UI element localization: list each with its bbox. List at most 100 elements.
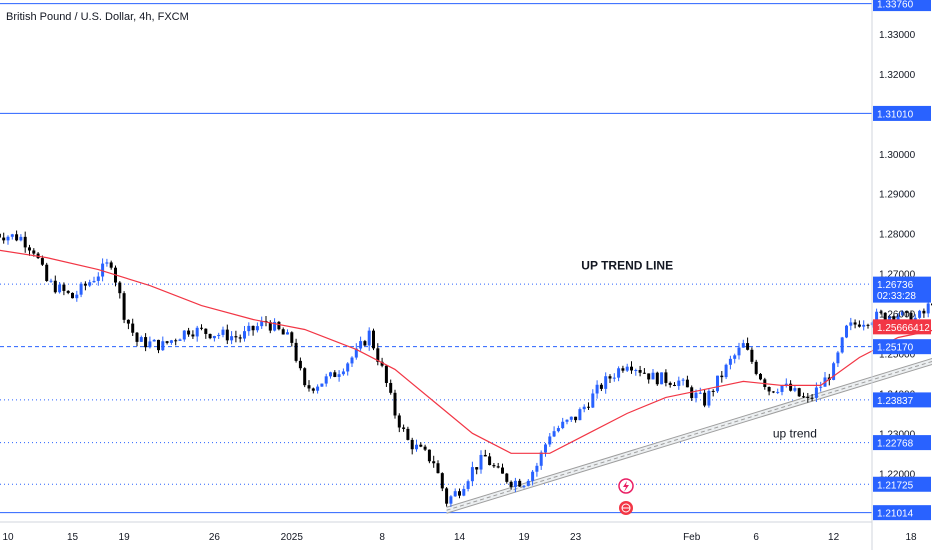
candle-body [260, 320, 264, 327]
candle-body [53, 280, 57, 293]
horizontal-levels [0, 3, 872, 514]
candle-body [875, 311, 879, 323]
candle-body [453, 491, 457, 497]
candle-body [840, 337, 844, 353]
candle-body [406, 428, 410, 440]
candle-body [535, 465, 539, 472]
candle-body [96, 276, 100, 281]
candle-body [212, 335, 216, 339]
candle-body [139, 337, 143, 342]
candle-body [333, 372, 337, 377]
candle-body [638, 369, 642, 373]
candle-body [294, 342, 298, 361]
price-badge-s1 [873, 392, 931, 408]
annotations: resistence linetarget levelUP TREND LINE… [581, 259, 817, 441]
candle-body [703, 392, 707, 406]
candle-body [419, 444, 423, 447]
candle-body [324, 376, 328, 384]
candle-body [440, 473, 444, 489]
x-tick-label: 12 [828, 532, 840, 543]
candle-body [518, 480, 522, 487]
candle-body [311, 388, 315, 391]
candle-body [819, 386, 823, 388]
candle-body [673, 384, 676, 386]
y-tick-label: 1.30000 [879, 150, 916, 161]
candle-body [720, 375, 724, 378]
candle-body [789, 383, 793, 391]
candle-body [410, 439, 414, 450]
candle-body [565, 419, 569, 422]
candle-body [449, 496, 453, 504]
candle-body [273, 321, 277, 331]
candle-body [685, 379, 689, 388]
annotation-uptrend-line[interactable]: UP TREND LINE [581, 259, 673, 273]
candle-body [475, 467, 479, 470]
candle-body [225, 329, 229, 341]
candle-body [707, 390, 711, 406]
candle-body [169, 340, 173, 343]
candle-body [647, 373, 651, 380]
candle-body [466, 481, 470, 489]
candle-body [526, 480, 530, 486]
candle-body [509, 481, 513, 487]
candlesticks [0, 230, 932, 507]
x-axis[interactable]: 1015192620258141923Feb6121823Mar61218 [2, 532, 932, 543]
candle-body [741, 343, 745, 348]
channel-lower-line[interactable] [446, 320, 932, 514]
candle-body [359, 341, 363, 349]
y-axis[interactable]: 1.330001.320001.310001.300001.290001.280… [879, 30, 916, 480]
candle-body [733, 355, 737, 359]
candle-body [599, 384, 603, 389]
candle-body [303, 368, 307, 386]
candle-body [277, 321, 281, 330]
price-badge-label: 1.33760 [877, 0, 914, 11]
candle-body [247, 325, 251, 332]
candle-body [182, 330, 186, 340]
candle-body [905, 311, 909, 313]
candle-body [320, 383, 324, 387]
candle-body [415, 444, 418, 450]
candle-body [716, 375, 719, 392]
annotation-uptrend[interactable]: up trend [773, 426, 817, 440]
candle-body [724, 364, 728, 378]
candle-body [681, 379, 685, 381]
candle-body [655, 372, 659, 385]
candle-body [10, 234, 14, 237]
candle-body [458, 491, 461, 496]
candle-body [591, 393, 595, 408]
chart-title: British Pound / U.S. Dollar, 4h, FXCM [6, 11, 189, 23]
ma-line[interactable] [0, 249, 932, 454]
price-badge-ma [873, 319, 931, 335]
candle-body [617, 368, 621, 378]
price-badge-s4 [873, 505, 931, 521]
candle-body [561, 421, 565, 429]
candle-body [608, 376, 612, 379]
candle-body [363, 341, 367, 346]
channel-upper-line[interactable] [446, 314, 932, 508]
candle-body [776, 391, 780, 393]
y-tick-label: 1.23000 [879, 429, 916, 440]
candle-body [832, 363, 836, 380]
channel-mid-line [446, 360, 932, 511]
candle-body [711, 390, 715, 392]
x-tick-label: 14 [454, 532, 466, 543]
y-tick-label: 1.27000 [879, 270, 916, 281]
candle-body [814, 387, 818, 398]
candle-body [135, 332, 139, 342]
candle-body [488, 456, 492, 466]
candle-body [483, 454, 487, 457]
candle-body [677, 380, 681, 386]
candle-body [354, 348, 358, 358]
candle-body [780, 385, 784, 392]
x-tick-label: 10 [2, 532, 14, 543]
candle-body [857, 324, 861, 327]
candle-body [698, 392, 702, 394]
candle-body [23, 236, 27, 248]
candle-body [634, 369, 638, 371]
candle-body [298, 360, 302, 369]
trend-channel [446, 314, 932, 514]
candle-body [690, 387, 694, 399]
candle-body [268, 322, 272, 331]
